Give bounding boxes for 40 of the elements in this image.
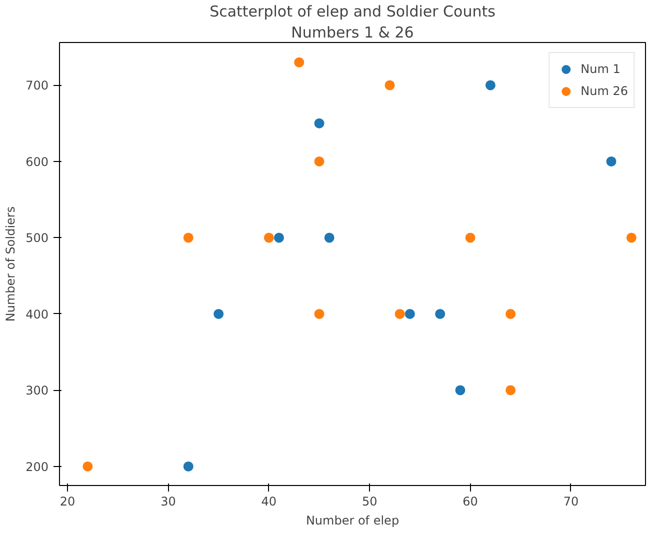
chart-title: Scatterplot of elep and Soldier Counts bbox=[210, 2, 496, 20]
x-tick-label: 40 bbox=[261, 494, 277, 508]
point bbox=[82, 461, 93, 472]
y-tick-label: 600 bbox=[26, 154, 48, 169]
point bbox=[606, 156, 616, 166]
point bbox=[314, 118, 324, 128]
x-tick-label: 30 bbox=[160, 494, 176, 508]
point bbox=[465, 232, 476, 243]
legend-label: Num 26 bbox=[580, 84, 628, 98]
point bbox=[485, 80, 496, 90]
point bbox=[183, 232, 194, 243]
x-tick-label: 60 bbox=[462, 494, 478, 508]
y-tick-label: 200 bbox=[26, 460, 48, 474]
legend-label: Num 1 bbox=[580, 62, 620, 76]
point bbox=[314, 308, 324, 319]
x-tick-label: 70 bbox=[563, 494, 579, 508]
y-tick-label: 300 bbox=[26, 384, 48, 398]
point bbox=[264, 232, 274, 243]
point bbox=[394, 308, 405, 319]
point bbox=[455, 385, 466, 396]
x-axis-title: Number of elep bbox=[306, 514, 400, 528]
point bbox=[384, 80, 395, 90]
point bbox=[183, 461, 194, 472]
point bbox=[214, 308, 224, 319]
x-tick-label: 50 bbox=[362, 494, 378, 508]
point bbox=[404, 308, 415, 319]
point bbox=[506, 308, 516, 319]
point bbox=[324, 232, 334, 243]
chart-subtitle: Numbers 1 & 26 bbox=[291, 24, 414, 42]
y-tick-label: 500 bbox=[26, 231, 48, 246]
point bbox=[274, 232, 284, 243]
x-tick-label: 20 bbox=[60, 494, 76, 508]
point bbox=[294, 57, 304, 68]
point bbox=[435, 308, 446, 319]
y-axis-title: Number of Soldiers bbox=[4, 206, 18, 322]
y-tick-label: 400 bbox=[26, 307, 48, 322]
point bbox=[506, 385, 516, 396]
point bbox=[314, 156, 324, 166]
y-tick-label: 700 bbox=[26, 78, 48, 93]
point bbox=[626, 232, 636, 243]
